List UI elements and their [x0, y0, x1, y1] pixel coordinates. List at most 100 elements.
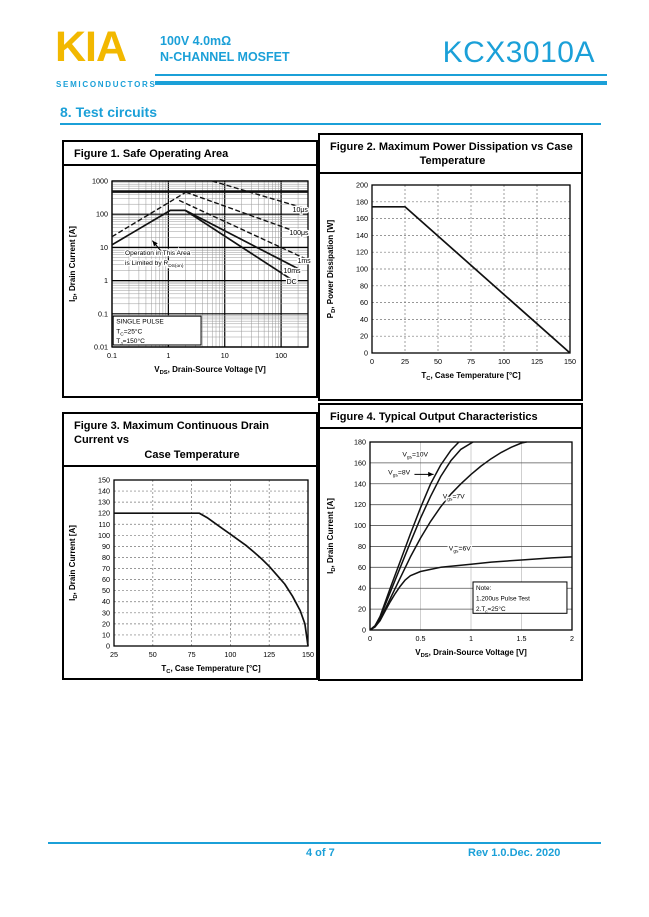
x-tick-label: 1 [469, 634, 473, 643]
annotation-box-line: TC=25°C [116, 328, 142, 338]
x-tick-label: 125 [263, 650, 275, 659]
y-tick-label: 70 [102, 564, 110, 573]
annotation-box-line: SINGLE PULSE [116, 319, 164, 326]
plot-frame [370, 183, 571, 354]
x-tick-label: 25 [401, 357, 409, 366]
y-tick-label: 120 [98, 509, 110, 518]
y-tick-label: 40 [102, 597, 110, 606]
figure2-title-line2: Temperature [419, 155, 486, 168]
y-tick-label: 120 [354, 500, 366, 509]
series-pulse-10ms [184, 209, 301, 271]
y-tick-label: 150 [98, 475, 110, 484]
figure3-drain-current-chart: 25 50 75 100 125 150 0 10 20 30 40 50 60 70 80 90 100 110… [68, 475, 314, 675]
y-tick-label: 100 [356, 264, 368, 273]
y-tick-label: 140 [354, 480, 366, 489]
x-tick-label: 0.5 [415, 634, 425, 643]
y-tick-label: 0.01 [94, 343, 108, 352]
y-tick-label: 40 [360, 314, 368, 323]
y-tick-label: 1 [104, 276, 108, 285]
figure1-title: Figure 1. Safe Operating Area [64, 142, 316, 167]
figure4-panel: Figure 4. Typical Output Characteristics… [318, 403, 583, 681]
figure3-title-line2: Case Temperature [144, 448, 240, 461]
footer-page-number: 4 of 7 [306, 847, 335, 859]
y-tick-label: 80 [358, 542, 366, 551]
x-tick-label: 50 [434, 357, 442, 366]
annotation-box-pulse-test-note [472, 581, 567, 615]
header-rule-thick [155, 81, 607, 85]
product-summary: 100V 4.0mΩ N-CHANNEL MOSFET [160, 33, 290, 66]
annotation-box-line: TJ=150°C [116, 337, 145, 347]
x-tick-label: 10 [221, 351, 229, 360]
y-tick-label: 10 [102, 630, 110, 639]
x-axis-label: TC, Case Temperature [°C] [161, 664, 261, 675]
arrowhead [152, 240, 158, 247]
y-tick-label: 100 [96, 210, 108, 219]
series-current-derating [114, 512, 309, 647]
figure1-panel: Figure 1. Safe Operating Area 0.1 1 10 100 0… [62, 140, 318, 398]
series-power-derating [371, 205, 571, 354]
part-number: KCX3010A [442, 36, 595, 69]
annotation-label-dc: DC [287, 279, 297, 286]
y-tick-label: 180 [356, 197, 368, 206]
series-rds-on-limit [111, 191, 187, 238]
y-tick-label: 90 [102, 542, 110, 551]
y-tick-label: 40 [358, 584, 366, 593]
annotation-label-vgs-8v: Vgs=8V [388, 470, 410, 479]
figure2-title: Figure 2. Maximum Power Dissipation vs C… [320, 135, 581, 174]
y-tick-label: 20 [358, 605, 366, 614]
figure4-title: Figure 4. Typical Output Characteristics [320, 405, 581, 430]
x-tick-label: 2 [570, 634, 574, 643]
logo-subtext: SEMICONDUCTORS [56, 80, 157, 89]
y-tick-label: 130 [98, 498, 110, 507]
x-tick-label: 150 [302, 650, 314, 659]
y-tick-label: 140 [356, 230, 368, 239]
y-tick-label: 160 [354, 459, 366, 468]
plot-frame [368, 441, 573, 631]
y-tick-label: 180 [354, 438, 366, 447]
annotation-box-line: 1.200us Pulse Test [476, 596, 530, 603]
annotation-box-line: Note: [476, 585, 491, 592]
series-pulse-10us [212, 180, 309, 211]
x-tick-label: 100 [498, 357, 510, 366]
x-tick-label: 75 [467, 357, 475, 366]
figure3-title-line1: Figure 3. Maximum Continuous Drain Curre… [74, 420, 269, 447]
figure4-title-line1: Figure 4. Typical Output Characteristics [330, 411, 538, 423]
figure1-title-line1: Figure 1. Safe Operating Area [74, 148, 229, 160]
y-tick-label: 1000 [92, 177, 108, 186]
x-tick-label: 75 [188, 650, 196, 659]
x-tick-label: 25 [110, 650, 118, 659]
x-tick-label: 125 [531, 357, 543, 366]
kia-logo: KIA [55, 23, 127, 71]
y-tick-label: 60 [102, 575, 110, 584]
y-axis-label: PD, Power Dissipation [W] [326, 219, 337, 318]
x-tick-label: 1 [166, 351, 170, 360]
annotation-box-single-pulse-note [112, 315, 202, 346]
y-tick-label: 0 [106, 641, 110, 650]
y-axis-label: ID, Drain Current [A] [68, 525, 79, 601]
y-tick-label: 10 [100, 243, 108, 252]
voltage-rating: 100V 4.0mΩ [160, 34, 232, 48]
annotation-label-1ms: 1ms [297, 258, 311, 265]
y-tick-label: 80 [360, 281, 368, 290]
annotation-rds-area-note-1: Operation in This Area [125, 250, 191, 257]
footer-rule [48, 842, 601, 844]
y-tick-label: 50 [102, 586, 110, 595]
annotation-label-10ms: 10ms [283, 268, 301, 275]
series-vgs-8v [369, 441, 473, 631]
figure2-title-line1: Figure 2. Maximum Power Dissipation vs C… [330, 141, 573, 153]
y-tick-label: 120 [356, 247, 368, 256]
series-dc-limit [111, 209, 292, 281]
figure3-panel: Figure 3. Maximum Continuous Drain Curre… [62, 412, 318, 680]
annotation-label-vgs-6v: Vgs=6V [448, 546, 470, 555]
y-tick-label: 110 [99, 520, 110, 529]
annotation-rds-area-note-2: is Limited by RDS(on) [125, 260, 184, 269]
x-tick-label: 0 [368, 634, 372, 643]
figure2-power-dissipation-chart: 0 25 50 75 100 125 150 0 20 40 60 80 100 120 140 160 180… [326, 180, 576, 382]
annotation-label-10us: 10μs [293, 207, 309, 214]
y-tick-label: 60 [358, 563, 366, 572]
plot-frame [111, 180, 309, 348]
y-tick-label: 0 [362, 626, 366, 635]
y-tick-label: 60 [360, 298, 368, 307]
